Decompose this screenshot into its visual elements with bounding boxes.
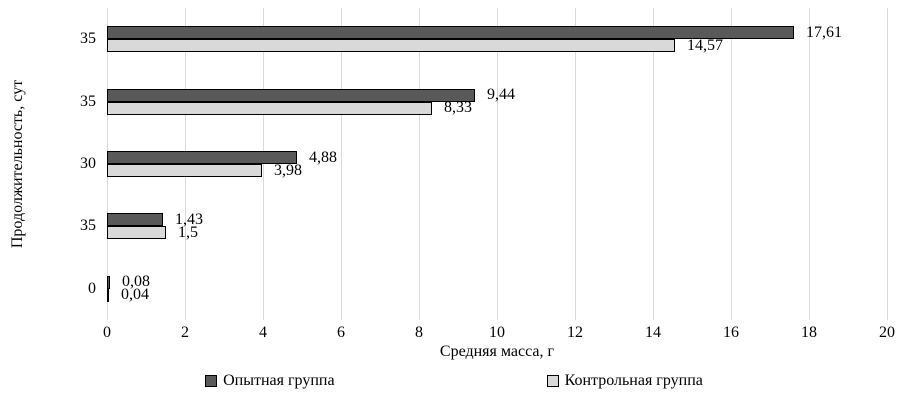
x-tick-label: 20 bbox=[879, 324, 895, 341]
legend-label-control-group: Контрольная группа bbox=[564, 372, 703, 389]
gridline bbox=[809, 8, 810, 320]
x-tick-label: 10 bbox=[489, 324, 505, 341]
gridline bbox=[497, 8, 498, 320]
bar-value-label: 1,43 bbox=[175, 211, 203, 228]
gridline bbox=[731, 8, 732, 320]
x-tick-label: 6 bbox=[337, 324, 345, 341]
gridline bbox=[887, 8, 888, 320]
bar-value-label: 3,98 bbox=[274, 162, 302, 179]
bar-value-label: 8,33 bbox=[444, 99, 472, 116]
x-tick-label: 0 bbox=[103, 324, 111, 341]
legend: Опытная группа Контрольная группа bbox=[0, 372, 908, 390]
x-axis-title: Средняя масса, г bbox=[439, 343, 555, 360]
legend-item-experimental-group: Опытная группа bbox=[205, 372, 335, 390]
x-tick-label: 16 bbox=[723, 324, 739, 341]
legend-label-experimental-group: Опытная группа bbox=[223, 372, 335, 389]
bar-control-group bbox=[107, 102, 432, 115]
y-tick-label: 35 bbox=[80, 30, 96, 47]
bar-control-group bbox=[107, 164, 262, 177]
y-tick-label: 35 bbox=[80, 93, 96, 110]
plot-area: 17,61 14,57 9,44 8,33 4,88 3,98 1,43 1,5 0,08 0,0… bbox=[107, 8, 888, 320]
x-tick-label: 2 bbox=[181, 324, 189, 341]
bar-control-group bbox=[107, 226, 166, 239]
y-axis-title-text: Продолжительность, сут bbox=[9, 79, 27, 249]
x-tick-label: 4 bbox=[259, 324, 267, 341]
bar-experimental-group bbox=[107, 26, 794, 39]
y-tick-label: 30 bbox=[80, 155, 96, 172]
bar-experimental-group bbox=[107, 213, 163, 226]
legend-marker-dark-square-icon bbox=[205, 375, 218, 387]
x-tick-label: 8 bbox=[415, 324, 423, 341]
x-tick-label: 12 bbox=[567, 324, 583, 341]
bar-control-group bbox=[107, 39, 675, 52]
gridline bbox=[575, 8, 576, 320]
y-tick-label: 35 bbox=[80, 217, 96, 234]
legend-item-control-group: Контрольная группа bbox=[546, 372, 703, 390]
bar-value-label: 9,44 bbox=[487, 86, 515, 103]
bar-value-label: 0,04 bbox=[121, 286, 149, 303]
bar-value-label: 17,61 bbox=[806, 24, 842, 41]
gridline bbox=[263, 8, 264, 320]
y-tick-label: 0 bbox=[88, 280, 96, 297]
y-axis-title: Продолжительность, сут bbox=[4, 8, 32, 320]
gridline bbox=[419, 8, 420, 320]
bar-value-label: 0,08 bbox=[122, 273, 150, 290]
gridline bbox=[653, 8, 654, 320]
bar-control-group bbox=[107, 289, 109, 302]
bar-value-label: 4,88 bbox=[309, 149, 337, 166]
bar-experimental-group bbox=[107, 151, 297, 164]
bar-value-label: 1,5 bbox=[178, 224, 198, 241]
bar-value-label: 14,57 bbox=[687, 37, 723, 54]
x-tick-label: 14 bbox=[645, 324, 661, 341]
bar-experimental-group bbox=[107, 276, 110, 289]
bar-experimental-group bbox=[107, 89, 475, 102]
legend-marker-light-square-icon bbox=[546, 375, 559, 387]
x-tick-label: 18 bbox=[801, 324, 817, 341]
gridline bbox=[341, 8, 342, 320]
